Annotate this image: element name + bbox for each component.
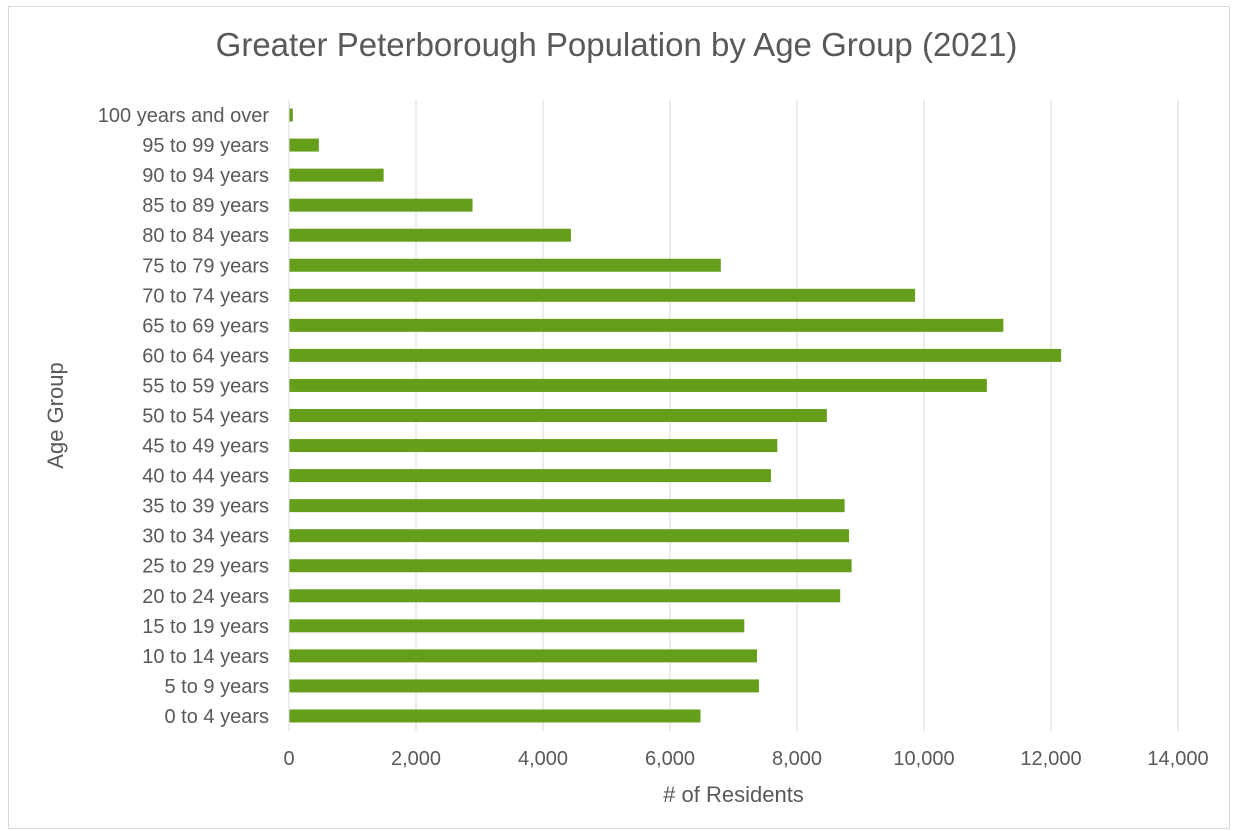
category-label: 80 to 84 years bbox=[142, 225, 269, 247]
x-axis-title: # of Residents bbox=[663, 782, 804, 807]
bar bbox=[289, 258, 721, 272]
bar bbox=[289, 348, 1062, 362]
bar bbox=[289, 108, 293, 122]
bar bbox=[289, 499, 845, 513]
category-label: 75 to 79 years bbox=[142, 255, 269, 277]
category-label: 25 to 29 years bbox=[142, 556, 269, 578]
bar bbox=[289, 439, 778, 453]
y-axis-title: Age Group bbox=[43, 362, 68, 468]
category-label: 5 to 9 years bbox=[164, 676, 269, 698]
bar bbox=[289, 168, 384, 182]
category-label: 55 to 59 years bbox=[142, 375, 269, 397]
bar bbox=[289, 378, 987, 392]
bar bbox=[289, 318, 1004, 332]
chart-title: Greater Peterborough Population by Age G… bbox=[215, 26, 1018, 63]
bar bbox=[289, 529, 850, 543]
category-label: 95 to 99 years bbox=[142, 135, 269, 157]
x-tick-label: 0 bbox=[283, 748, 294, 770]
bar bbox=[289, 589, 841, 603]
bar bbox=[289, 619, 745, 633]
x-tick-label: 10,000 bbox=[893, 748, 954, 770]
x-tick-label: 6,000 bbox=[645, 748, 695, 770]
bar bbox=[289, 288, 916, 302]
bar bbox=[289, 228, 571, 242]
bar bbox=[289, 559, 852, 573]
x-tick-label: 14,000 bbox=[1147, 748, 1208, 770]
category-label: 100 years and over bbox=[98, 105, 270, 127]
category-label: 50 to 54 years bbox=[142, 406, 269, 428]
category-label: 70 to 74 years bbox=[142, 285, 269, 307]
category-label: 0 to 4 years bbox=[164, 706, 269, 728]
category-label: 60 to 64 years bbox=[142, 345, 269, 367]
category-label: 85 to 89 years bbox=[142, 195, 269, 217]
bar bbox=[289, 649, 757, 663]
category-label: 30 to 34 years bbox=[142, 526, 269, 548]
x-tick-label: 4,000 bbox=[518, 748, 568, 770]
bar-series bbox=[289, 108, 1062, 723]
category-label: 10 to 14 years bbox=[142, 646, 269, 668]
bar bbox=[289, 469, 771, 483]
x-tick-label: 2,000 bbox=[391, 748, 441, 770]
bar bbox=[289, 409, 827, 422]
category-label: 90 to 94 years bbox=[142, 165, 269, 187]
category-label: 45 to 49 years bbox=[142, 436, 269, 458]
category-label: 65 to 69 years bbox=[142, 315, 269, 337]
bar bbox=[289, 709, 701, 723]
bar bbox=[289, 198, 473, 212]
value-axis-labels: 0 2,000 4,000 6,000 8,000 10,000 12,000 14,000 bbox=[283, 748, 1208, 770]
x-tick-label: 8,000 bbox=[772, 748, 822, 770]
category-label: 40 to 44 years bbox=[142, 466, 269, 488]
bar bbox=[289, 679, 759, 693]
category-label: 20 to 24 years bbox=[142, 586, 269, 608]
x-tick-label: 12,000 bbox=[1020, 748, 1081, 770]
bar bbox=[289, 138, 319, 152]
category-label: 15 to 19 years bbox=[142, 616, 269, 638]
category-axis-labels: 100 years and over 95 to 99 years 90 to 94… bbox=[98, 105, 270, 728]
category-label: 35 to 39 years bbox=[142, 496, 269, 518]
